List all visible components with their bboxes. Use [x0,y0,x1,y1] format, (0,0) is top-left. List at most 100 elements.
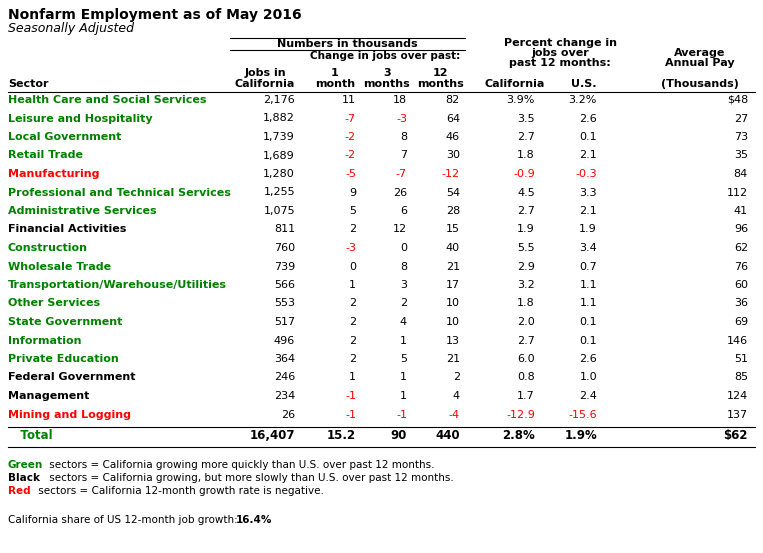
Text: 1.8: 1.8 [517,150,535,160]
Text: 1: 1 [400,391,407,401]
Text: 1.1: 1.1 [579,280,597,290]
Text: 1: 1 [400,336,407,346]
Text: (Thousands): (Thousands) [661,79,739,89]
Text: 2.1: 2.1 [579,206,597,216]
Text: 246: 246 [274,373,295,383]
Text: Private Education: Private Education [8,354,119,364]
Text: 46: 46 [446,132,460,142]
Text: 3.9%: 3.9% [507,95,535,105]
Text: 2.7: 2.7 [517,336,535,346]
Text: California share of US 12-month job growth:: California share of US 12-month job grow… [8,515,238,525]
Text: 3.2%: 3.2% [568,95,597,105]
Text: -1: -1 [345,410,356,420]
Text: 2: 2 [349,299,356,309]
Text: 2.7: 2.7 [517,132,535,142]
Text: 6: 6 [400,206,407,216]
Text: 2.8%: 2.8% [502,429,535,442]
Text: 1: 1 [349,280,356,290]
Text: California: California [485,79,546,89]
Text: 15.2: 15.2 [327,429,356,442]
Text: 8: 8 [400,262,407,272]
Text: 124: 124 [726,391,748,401]
Text: State Government: State Government [8,317,122,327]
Text: 2: 2 [349,225,356,234]
Text: -7: -7 [345,113,356,123]
Text: 2,176: 2,176 [263,95,295,105]
Text: 146: 146 [727,336,748,346]
Text: past 12 months:: past 12 months: [509,58,611,68]
Text: 5.5: 5.5 [517,243,535,253]
Text: -5: -5 [345,169,356,179]
Text: 364: 364 [274,354,295,364]
Text: 2.1: 2.1 [579,150,597,160]
Text: Administrative Services: Administrative Services [8,206,156,216]
Text: 2: 2 [349,336,356,346]
Text: 17: 17 [446,280,460,290]
Text: Mining and Logging: Mining and Logging [8,410,131,420]
Text: Jobs in: Jobs in [244,68,286,78]
Text: 8: 8 [400,132,407,142]
Text: 12: 12 [433,68,448,78]
Text: 0.8: 0.8 [517,373,535,383]
Text: 440: 440 [436,429,460,442]
Text: 234: 234 [274,391,295,401]
Text: 51: 51 [734,354,748,364]
Text: 1.7: 1.7 [517,391,535,401]
Text: 2.7: 2.7 [517,206,535,216]
Text: 26: 26 [393,187,407,197]
Text: 85: 85 [734,373,748,383]
Text: -0.3: -0.3 [575,169,597,179]
Text: Nonfarm Employment as of May 2016: Nonfarm Employment as of May 2016 [8,8,301,22]
Text: 82: 82 [446,95,460,105]
Text: 0.1: 0.1 [579,317,597,327]
Text: -2: -2 [345,132,356,142]
Text: Leisure and Hospitality: Leisure and Hospitality [8,113,153,123]
Text: -2: -2 [345,150,356,160]
Text: 1.9: 1.9 [517,225,535,234]
Text: 811: 811 [274,225,295,234]
Text: 5: 5 [349,206,356,216]
Text: -4: -4 [449,410,460,420]
Text: 3.5: 3.5 [517,113,535,123]
Text: Information: Information [8,336,82,346]
Text: 760: 760 [274,243,295,253]
Text: 2.6: 2.6 [579,354,597,364]
Text: Percent change in: Percent change in [504,38,617,48]
Text: 9: 9 [349,187,356,197]
Text: Transportation/Warehouse/Utilities: Transportation/Warehouse/Utilities [8,280,227,290]
Text: months: months [364,79,410,89]
Text: 96: 96 [734,225,748,234]
Text: 4: 4 [453,391,460,401]
Text: 26: 26 [281,410,295,420]
Text: $48: $48 [726,95,748,105]
Text: Sector: Sector [8,79,49,89]
Text: 2: 2 [349,317,356,327]
Text: 16,407: 16,407 [250,429,295,442]
Text: Total: Total [8,429,53,442]
Text: Manufacturing: Manufacturing [8,169,99,179]
Text: 1: 1 [400,373,407,383]
Text: Wholesale Trade: Wholesale Trade [8,262,111,272]
Text: 12: 12 [393,225,407,234]
Text: 36: 36 [734,299,748,309]
Text: 76: 76 [734,262,748,272]
Text: Retail Trade: Retail Trade [8,150,83,160]
Text: 2.0: 2.0 [517,317,535,327]
Text: Seasonally Adjusted: Seasonally Adjusted [8,22,134,35]
Text: 137: 137 [727,410,748,420]
Text: 3.4: 3.4 [579,243,597,253]
Text: 112: 112 [727,187,748,197]
Text: Change in jobs over past:: Change in jobs over past: [310,51,460,61]
Text: 1: 1 [331,68,339,78]
Text: 0.1: 0.1 [579,336,597,346]
Text: Other Services: Other Services [8,299,100,309]
Text: -12.9: -12.9 [506,410,535,420]
Text: 6.0: 6.0 [517,354,535,364]
Text: 18: 18 [393,95,407,105]
Text: 2.9: 2.9 [517,262,535,272]
Text: $62: $62 [723,429,748,442]
Text: -12: -12 [442,169,460,179]
Text: 28: 28 [446,206,460,216]
Text: month: month [315,79,355,89]
Text: 3.2: 3.2 [517,280,535,290]
